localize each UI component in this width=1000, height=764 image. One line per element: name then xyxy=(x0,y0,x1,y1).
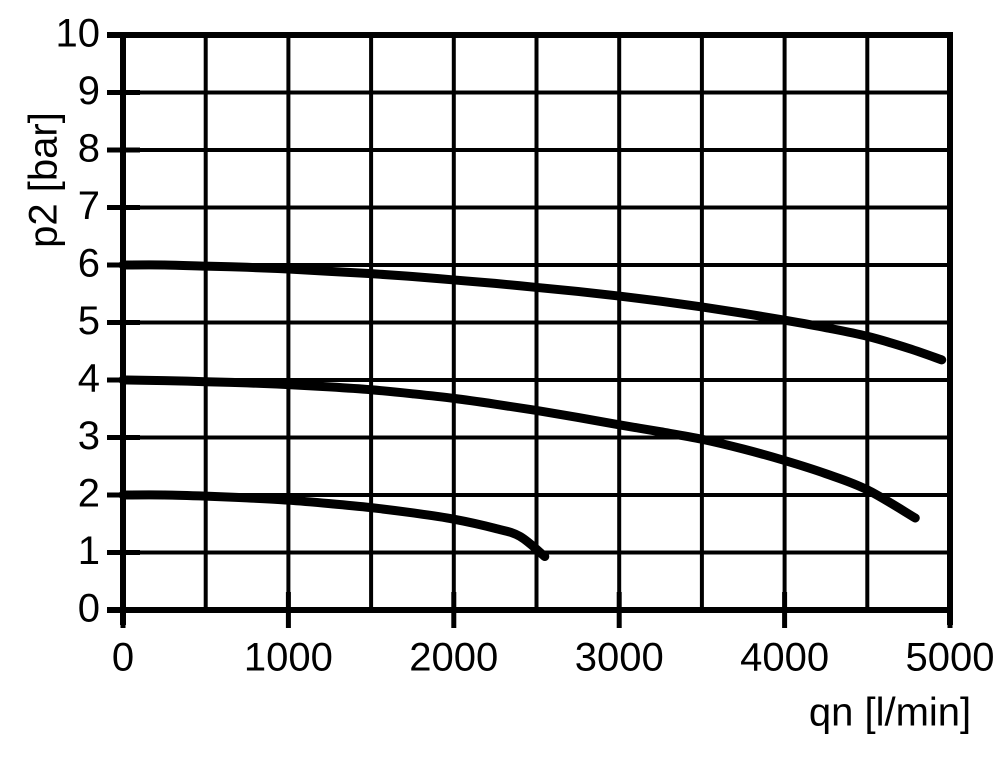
x-axis-ticks xyxy=(120,592,953,628)
x-tick-label: 0 xyxy=(112,636,134,680)
curve-4-bar xyxy=(118,375,920,523)
y-tick-label: 4 xyxy=(78,357,100,401)
curve-2-bar xyxy=(118,490,550,562)
y-axis-tick-labels: 0 1 2 3 4 5 6 7 8 9 10 xyxy=(56,12,101,631)
y-tick-label: 0 xyxy=(78,587,100,631)
x-axis-tick-labels: 0 1000 2000 3000 4000 5000 xyxy=(112,636,995,680)
y-tick-label: 1 xyxy=(78,529,100,573)
x-axis-title: qn [l/min] xyxy=(809,691,971,735)
x-tick-label: 1000 xyxy=(244,636,333,680)
y-tick-label: 2 xyxy=(78,472,100,516)
y-tick-label: 3 xyxy=(78,414,100,458)
axes-frame xyxy=(107,32,953,625)
y-tick-label: 9 xyxy=(78,69,100,113)
data-curves xyxy=(118,260,947,562)
y-axis-title: p2 [bar] xyxy=(22,112,66,248)
x-tick-label: 3000 xyxy=(575,636,664,680)
y-tick-label: 10 xyxy=(56,12,101,56)
y-tick-label: 7 xyxy=(78,184,100,228)
x-tick-label: 5000 xyxy=(906,636,995,680)
x-tick-label: 2000 xyxy=(409,636,498,680)
curve-6-bar xyxy=(118,260,947,365)
y-tick-label: 8 xyxy=(78,127,100,171)
y-tick-label: 6 xyxy=(78,242,100,286)
x-tick-label: 4000 xyxy=(740,636,829,680)
y-tick-label: 5 xyxy=(78,299,100,343)
